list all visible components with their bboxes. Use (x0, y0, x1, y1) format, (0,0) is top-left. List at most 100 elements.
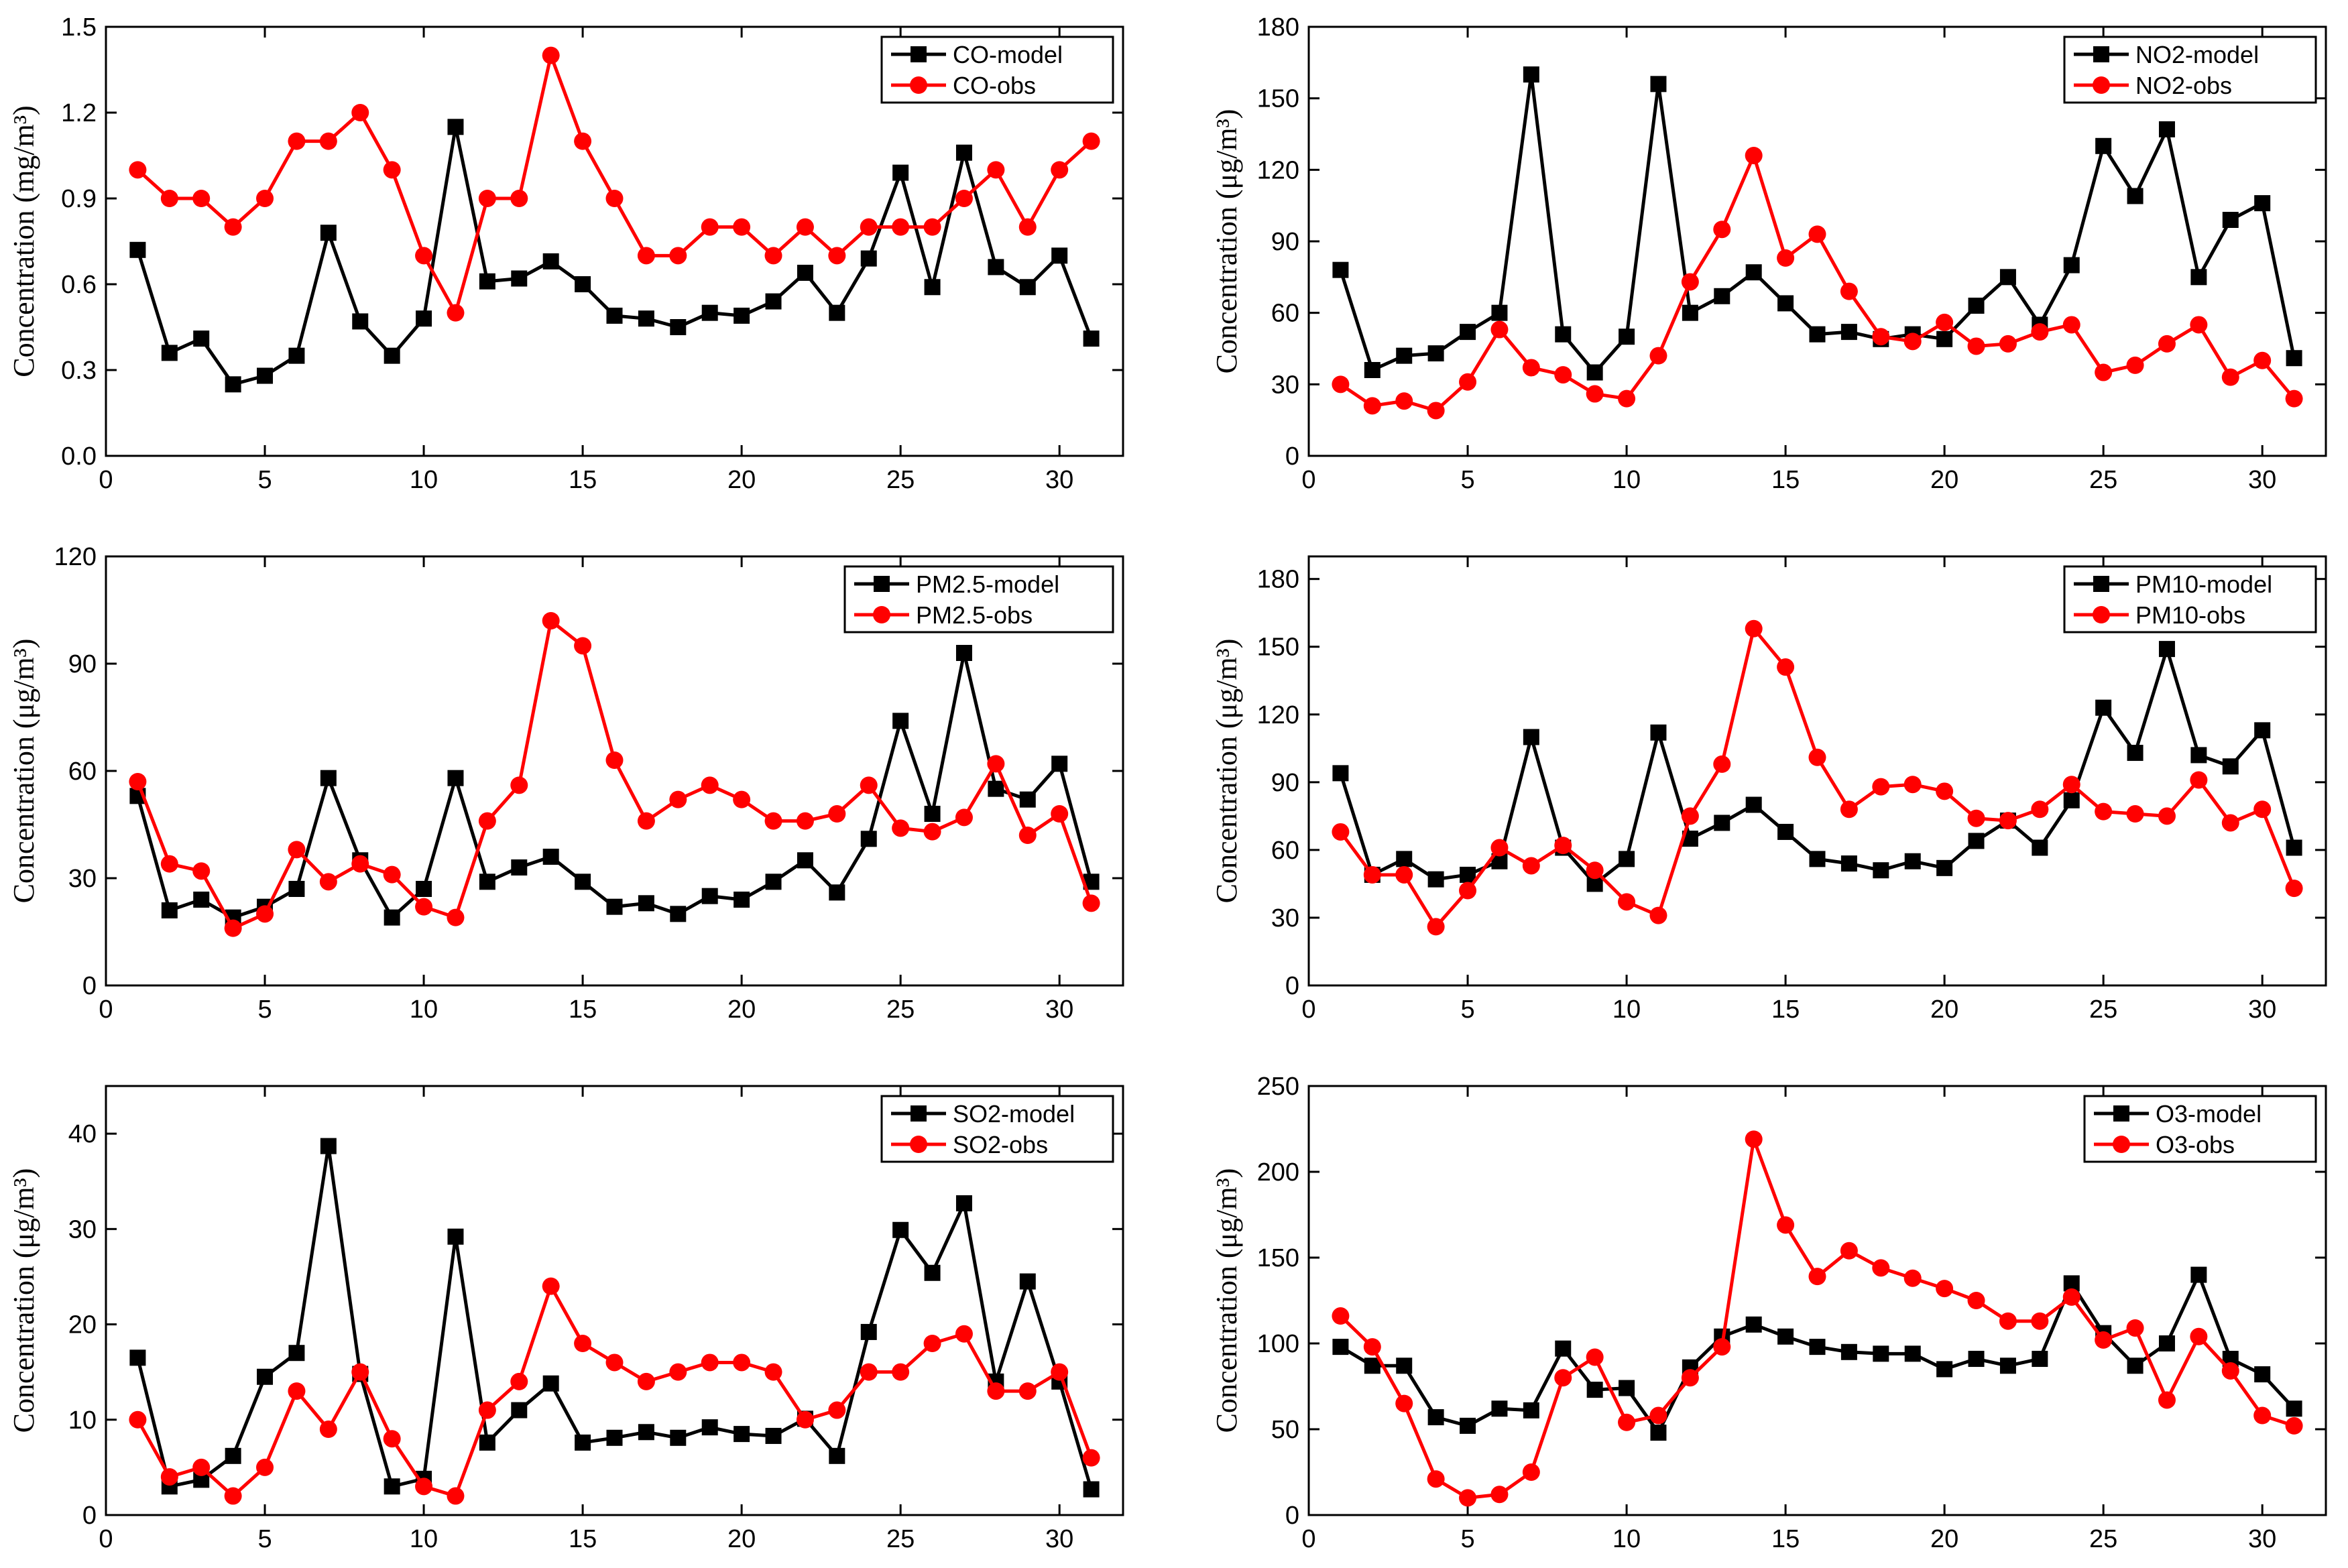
x-tick-label: 10 (1612, 466, 1641, 494)
data-point-PM10-obs (1363, 865, 1381, 884)
data-point-CO-obs (478, 190, 496, 207)
data-point-PM10-model (1332, 765, 1349, 782)
data-point-O3-obs (1840, 1242, 1858, 1260)
data-point-NO2-obs (2126, 356, 2144, 374)
legend-marker (911, 1105, 927, 1122)
data-point-SO2-model (1019, 1273, 1036, 1290)
data-point-CO-obs (701, 218, 719, 236)
y-tick-label: 120 (1257, 156, 1299, 184)
data-point-SO2-obs (574, 1335, 592, 1352)
data-point-CO-model (384, 347, 400, 364)
data-point-CO-obs (764, 247, 782, 265)
data-point-CO-model (638, 310, 654, 327)
data-point-NO2-obs (1395, 392, 1413, 410)
data-point-PM10-model (2158, 641, 2175, 658)
y-tick-label: 0 (82, 1502, 97, 1530)
data-point-CO-model (511, 270, 528, 287)
legend-label: SO2-model (953, 1100, 1075, 1128)
data-point-SO2-model (733, 1426, 750, 1443)
data-point-NO2-model (1968, 298, 1985, 314)
data-point-O3-obs (2158, 1391, 2176, 1409)
y-tick-label: 0 (82, 972, 97, 1000)
y-tick-label: 40 (68, 1120, 97, 1148)
data-point-NO2-model (1714, 288, 1730, 304)
data-point-PM2.5-model (384, 909, 400, 926)
data-point-O3-obs (2062, 1288, 2080, 1306)
data-point-CO-obs (542, 46, 560, 64)
data-point-NO2-model (1936, 330, 1953, 347)
data-point-CO-obs (923, 218, 941, 236)
data-point-PM2.5-obs (764, 812, 782, 830)
data-point-O3-obs (1999, 1312, 2017, 1330)
data-point-PM2.5-obs (923, 823, 941, 841)
y-tick-label: 30 (68, 1215, 97, 1244)
data-point-O3-obs (1745, 1130, 1763, 1148)
data-point-O3-obs (1522, 1463, 1540, 1481)
x-tick-label: 15 (1771, 996, 1800, 1024)
data-point-NO2-obs (1554, 366, 1572, 384)
data-point-PM2.5-model (670, 906, 687, 922)
data-point-PM10-model (2190, 747, 2207, 764)
x-tick-label: 0 (99, 996, 113, 1024)
data-point-PM2.5-model (320, 770, 337, 786)
legend-label: O3-model (2156, 1100, 2262, 1128)
data-point-NO2-model (1840, 324, 1857, 341)
data-point-PM10-model (1714, 815, 1730, 831)
x-tick-label: 10 (1612, 996, 1641, 1024)
data-point-SO2-obs (351, 1363, 369, 1381)
data-point-NO2-obs (1459, 373, 1477, 391)
data-point-PM2.5-obs (669, 790, 687, 808)
data-point-SO2-obs (478, 1401, 496, 1419)
data-point-O3-obs (1903, 1269, 1922, 1287)
y-tick-label: 120 (1257, 701, 1299, 729)
data-point-PM2.5-model (479, 873, 495, 890)
data-point-SO2-obs (129, 1410, 147, 1429)
data-point-O3-obs (1332, 1307, 1350, 1325)
data-point-O3-model (2032, 1351, 2048, 1368)
data-point-PM2.5-obs (1051, 805, 1069, 823)
data-point-PM2.5-model (447, 770, 464, 786)
data-point-PM10-model (2063, 792, 2080, 808)
data-point-NO2-obs (1872, 328, 1890, 346)
data-point-O3-model (1904, 1345, 1921, 1362)
x-tick-label: 5 (257, 996, 272, 1024)
data-point-CO-model (988, 259, 1004, 276)
y-tick-label: 0.0 (61, 442, 97, 471)
data-point-PM10-model (1873, 862, 1889, 879)
data-point-PM10-obs (1777, 658, 1795, 676)
data-point-PM10-obs (1649, 906, 1667, 924)
plot-frame (1307, 1085, 2327, 1516)
data-point-O3-obs (1681, 1369, 1699, 1387)
data-point-O3-model (1840, 1343, 1857, 1360)
data-point-PM10-model (2254, 722, 2271, 739)
x-tick-label: 25 (886, 466, 915, 494)
data-point-O3-model (1555, 1340, 1572, 1357)
data-point-PM2.5-model (193, 892, 210, 908)
data-point-SO2-model (670, 1429, 687, 1446)
data-point-PM2.5-obs (796, 812, 814, 830)
data-point-SO2-obs (542, 1277, 560, 1295)
data-point-CO-model (1051, 247, 1068, 264)
data-point-PM2.5-model (161, 902, 178, 918)
data-point-CO-obs (637, 247, 655, 265)
y-tick-label: 90 (1271, 769, 1299, 797)
data-point-CO-obs (192, 190, 211, 207)
x-tick-label: 30 (1045, 1525, 1073, 1553)
data-point-PM10-obs (1999, 812, 2017, 830)
data-point-PM2.5-model (638, 895, 654, 912)
data-point-O3-obs (1554, 1369, 1572, 1387)
data-point-PM2.5-model (955, 645, 972, 661)
data-point-NO2-obs (1777, 249, 1795, 267)
y-tick-label: 1.5 (61, 13, 97, 42)
data-point-PM2.5-obs (351, 855, 369, 873)
y-tick-label: 30 (1271, 904, 1299, 932)
x-tick-label: 20 (727, 996, 756, 1024)
data-point-PM10-model (1904, 853, 1921, 869)
data-point-NO2-model (1682, 304, 1698, 321)
data-point-O3-model (1936, 1361, 1953, 1378)
x-tick-label: 20 (1930, 466, 1958, 494)
x-tick-label: 0 (99, 1525, 113, 1553)
data-point-PM2.5-obs (319, 873, 337, 891)
data-point-O3-model (1523, 1402, 1539, 1419)
data-point-PM10-obs (1332, 823, 1350, 841)
